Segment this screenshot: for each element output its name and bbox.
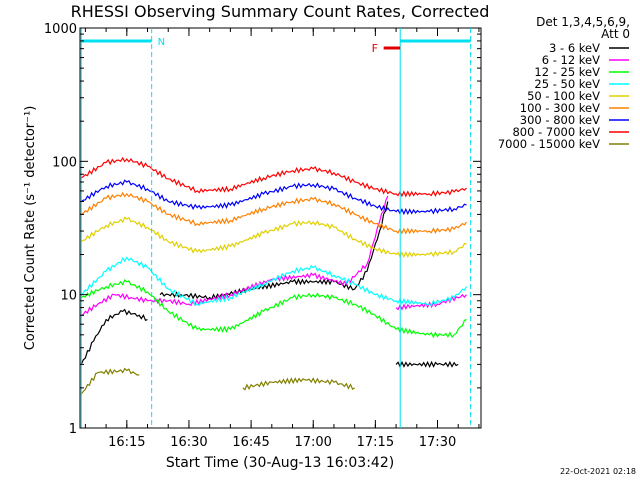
y-tick-label: 10 bbox=[60, 289, 77, 304]
footer-timestamp: 22-Oct-2021 02:18 bbox=[560, 467, 636, 476]
plot-frame bbox=[79, 27, 482, 429]
x-tick-label: 17:15 bbox=[357, 435, 394, 450]
y-axis-label: Corrected Count Rate (s⁻¹ detector⁻¹) bbox=[23, 106, 38, 351]
night-label: N bbox=[158, 37, 165, 48]
x-tick-label: 16:15 bbox=[108, 435, 145, 450]
x-tick-label: 17:00 bbox=[294, 435, 331, 450]
y-tick-label: 1000 bbox=[44, 22, 77, 37]
legend-label: 7000 - 15000 keV bbox=[498, 137, 600, 151]
legend-label: 50 - 100 keV bbox=[527, 89, 600, 103]
legend-label: 6 - 12 keV bbox=[542, 53, 600, 67]
series-line-6-12-kev-seg0 bbox=[80, 195, 389, 316]
legend-header-line1: Det 1,3,4,5,6,9, bbox=[536, 15, 630, 29]
legend-header-line2: Att 0 bbox=[601, 27, 630, 41]
series-line-7000-15000-kev-seg0 bbox=[80, 367, 140, 395]
legend-label: 3 - 6 keV bbox=[549, 41, 600, 55]
series-line-7000-15000-kev-seg1 bbox=[242, 377, 355, 391]
series-line-3-6-kev-seg1 bbox=[159, 201, 389, 301]
x-axis: 16:15 16:30 16:45 17:00 17:15 17:30 bbox=[84, 28, 480, 450]
legend-label: 300 - 800 keV bbox=[520, 113, 600, 127]
series-line-25-50-kev bbox=[80, 256, 468, 307]
y-axis: 1 10 100 1000 bbox=[44, 22, 481, 437]
series-line-100-300-kev bbox=[80, 191, 467, 235]
x-tick-label: 16:30 bbox=[170, 435, 207, 450]
series-line-50-100-kev bbox=[80, 216, 467, 259]
chart-title: RHESSI Observing Summary Count Rates, Co… bbox=[71, 2, 490, 21]
series-group bbox=[80, 156, 468, 395]
series-line-300-800-kev bbox=[80, 179, 467, 216]
x-tick-label: 17:30 bbox=[419, 435, 456, 450]
series-line-3-6-kev-seg2 bbox=[395, 360, 459, 369]
series-line-800-7000-kev bbox=[80, 156, 467, 198]
x-axis-label: Start Time (30-Aug-13 16:03:42) bbox=[166, 455, 394, 471]
legend-label: 800 - 7000 keV bbox=[512, 125, 600, 139]
legend-label: 100 - 300 keV bbox=[520, 101, 600, 115]
y-tick-label: 1 bbox=[69, 422, 77, 437]
legend-label: 12 - 25 keV bbox=[534, 65, 600, 79]
legend-label: 25 - 50 keV bbox=[534, 77, 600, 91]
x-tick-label: 16:45 bbox=[232, 435, 269, 450]
series-line-12-25-kev bbox=[80, 279, 467, 339]
series-line-3-6-kev-seg0 bbox=[80, 308, 148, 365]
y-tick-label: 100 bbox=[52, 155, 77, 170]
flare-label: F bbox=[372, 42, 378, 55]
